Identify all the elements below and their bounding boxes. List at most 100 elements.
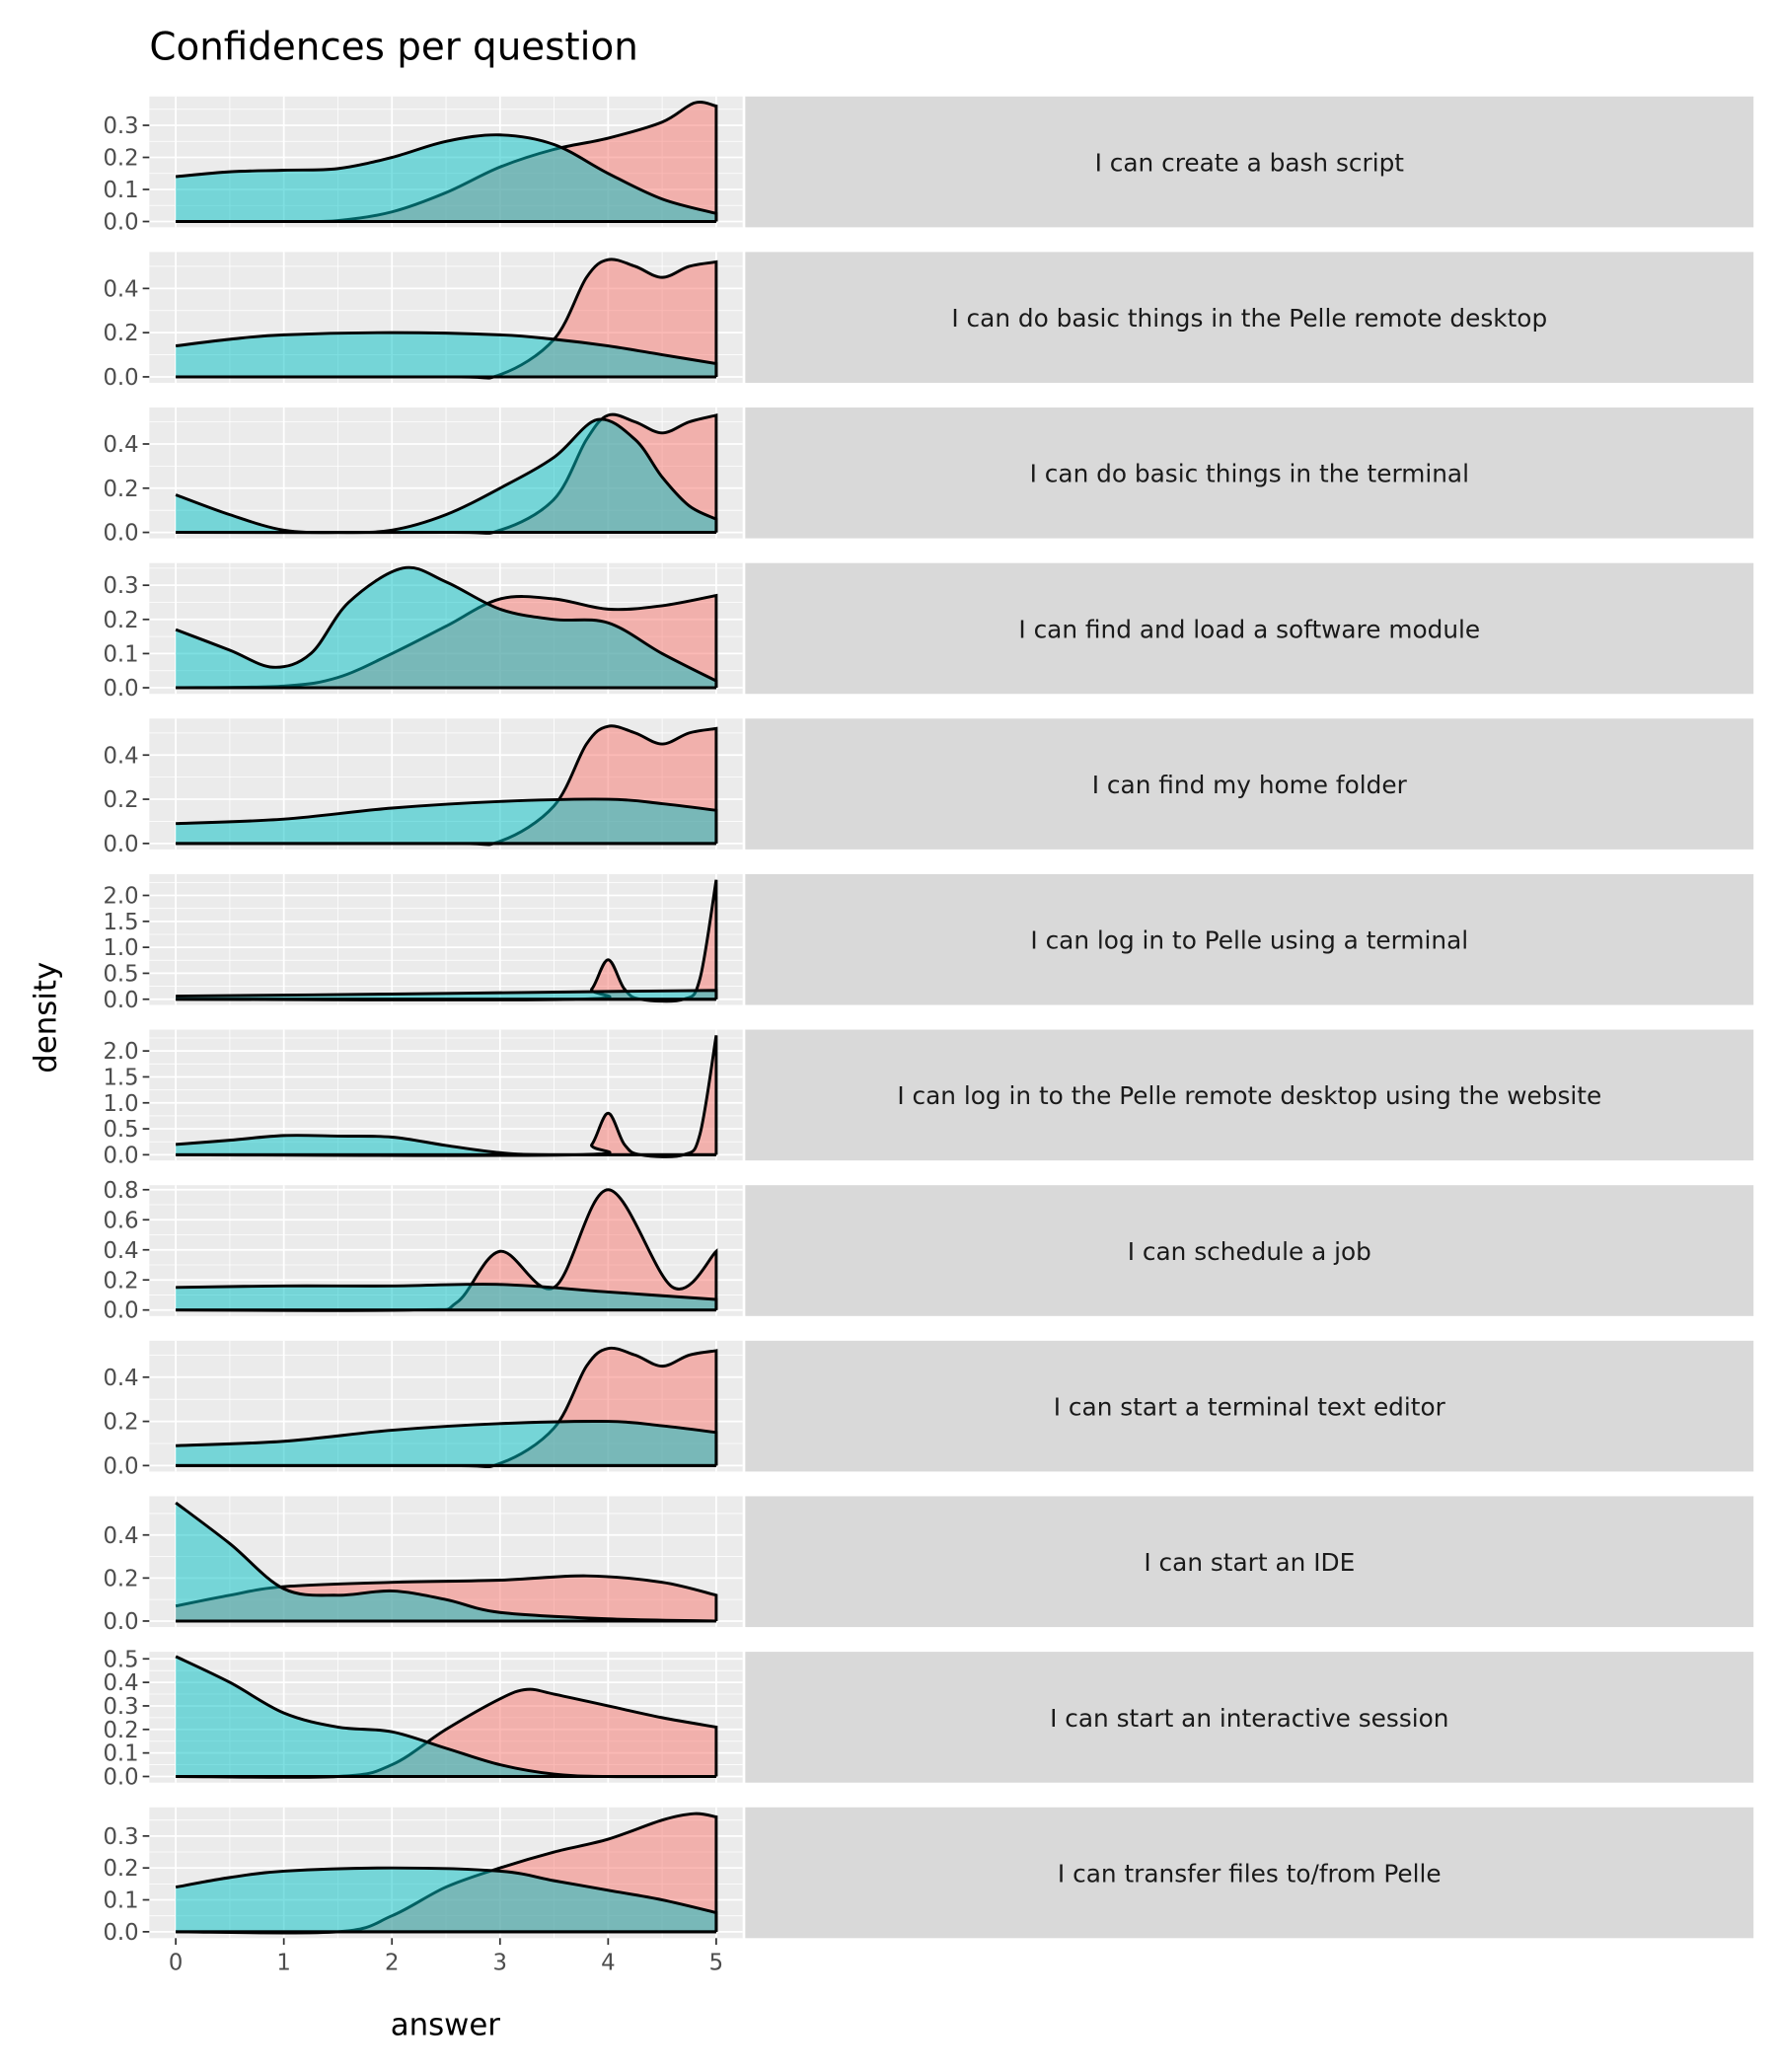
y-tick-label: 0.0 (103, 210, 138, 236)
y-tick-label: 0.5 (103, 1117, 138, 1143)
facet-strip (745, 718, 1754, 850)
x-tick-label: 3 (493, 1950, 507, 1975)
facet-panel: 0.00.10.20.30.40.5 I can start an interac… (103, 1647, 1754, 1791)
y-tick-label: 0.4 (103, 1238, 138, 1264)
y-tick-label: 1.5 (103, 910, 138, 935)
facet-panel: 0.0 0.2 0.4 I can do basic things in the Pe… (103, 252, 1754, 391)
density-line (176, 1420, 718, 1467)
y-tick-label: 1.0 (103, 935, 138, 961)
facet-strip-label: I can transfer files to/from Pelle (1058, 1859, 1442, 1887)
facet-strip-label: I can start an interactive session (1050, 1704, 1448, 1733)
y-tick-label: 0.4 (103, 276, 138, 302)
y-tick-label: 0.2 (103, 1856, 138, 1882)
x-axis: 0 1 2 3 4 5 (169, 1938, 723, 1975)
y-tick-label: 0.2 (103, 1566, 138, 1591)
facet-strip (745, 1496, 1754, 1628)
y-tick-label: 2.0 (103, 884, 138, 910)
density-area (176, 1868, 716, 1932)
density-line (175, 417, 718, 535)
y-tick-label: 0.4 (103, 743, 138, 769)
facet-strip (745, 1185, 1754, 1316)
facet-strip (745, 1029, 1754, 1161)
y-tick-label: 0.0 (103, 1920, 138, 1946)
y-tick-label: 0.2 (103, 787, 138, 813)
facet-panel: 0.0 0.2 0.4 0.6 0.8 I can schedule a job (103, 1178, 1754, 1324)
facet-strip-label: I can log in to Pelle using a terminal (1030, 926, 1468, 955)
facet-panel: 0.0 0.1 0.2 0.3 I can transfer files to/from… (103, 1807, 1754, 1946)
facet-strip-label: I can find and load a software module (1018, 615, 1480, 643)
density-line (175, 1655, 716, 1779)
y-tick-label: 0.2 (103, 1718, 138, 1743)
facet-strip-label: I can schedule a job (1128, 1237, 1371, 1266)
density-area (176, 1135, 716, 1155)
y-tick-label: 0.4 (103, 432, 138, 458)
facet-strip-label: I can create a bash script (1095, 148, 1405, 177)
y-tick-label: 0.0 (103, 521, 138, 547)
density-area (176, 1421, 716, 1466)
facet-panel: 0.0 0.1 0.2 0.3 I can create a bash script (103, 96, 1754, 236)
density-line (176, 1283, 718, 1312)
facet-strip (745, 407, 1754, 539)
x-tick-label: 5 (709, 1950, 723, 1975)
facet-panel: 0.00.51.01.52.0 I can log in to the Pelle… (103, 1029, 1754, 1168)
y-tick-label: 0.4 (103, 1366, 138, 1391)
density-area (176, 134, 716, 222)
y-tick-label: 0.5 (103, 1647, 138, 1672)
density-area (176, 418, 716, 533)
density-line (175, 565, 718, 690)
y-tick-label: 0.1 (103, 1888, 138, 1914)
density-line (176, 989, 718, 1001)
density-line (176, 797, 718, 846)
y-tick-label: 0.0 (103, 988, 138, 1013)
facet-strip-label: I can do basic things in the terminal (1030, 460, 1469, 488)
facet-strip (745, 873, 1754, 1005)
y-tick-label: 0.0 (103, 676, 138, 702)
x-tick-label: 0 (169, 1950, 183, 1975)
y-tick-label: 2.0 (103, 1039, 138, 1065)
x-tick-label: 4 (601, 1950, 615, 1975)
y-tick-label: 1.0 (103, 1091, 138, 1117)
density-area (176, 1656, 716, 1777)
facet-panel: 0.0 0.2 0.4 I can find my home folder (103, 718, 1754, 857)
y-tick-label: 0.2 (103, 146, 138, 172)
y-tick-label: 0.2 (103, 608, 138, 633)
facet-strip (745, 1340, 1754, 1472)
y-tick-label: 0.0 (103, 832, 138, 857)
y-tick-label: 0.4 (103, 1523, 138, 1549)
x-tick-label: 1 (276, 1950, 290, 1975)
density-area (176, 1189, 716, 1311)
density-line (175, 133, 718, 223)
y-tick-label: 0.0 (103, 365, 138, 391)
panels: 0.00.10.20.3I can create a bash script0.… (103, 96, 1754, 1946)
facet-panel: 0.0 0.2 0.4 I can start a terminal text edi… (103, 1340, 1754, 1479)
facet-strip (745, 252, 1754, 383)
y-tick-label: 0.0 (103, 1453, 138, 1479)
density-area (176, 798, 716, 844)
density-line (175, 1501, 716, 1623)
y-tick-label: 1.5 (103, 1065, 138, 1090)
y-tick-label: 0.3 (103, 113, 138, 139)
y-tick-label: 0.5 (103, 961, 138, 987)
y-tick-label: 0.2 (103, 477, 138, 502)
y-tick-label: 0.4 (103, 1670, 138, 1696)
facet-strip (745, 1807, 1754, 1939)
y-axis-title: density (28, 962, 63, 1073)
facet-panel: 0.0 0.2 0.4 I can start an IDE (103, 1496, 1754, 1635)
y-tick-label: 0.1 (103, 178, 138, 203)
facet-strip-label: I can start a terminal text editor (1054, 1393, 1446, 1422)
density-line (176, 1134, 716, 1157)
y-tick-label: 0.0 (103, 1298, 138, 1324)
x-tick-label: 2 (385, 1950, 399, 1975)
y-tick-label: 0.3 (103, 1694, 138, 1720)
density-line (175, 1866, 718, 1934)
y-tick-label: 0.0 (103, 1143, 138, 1168)
chart-title: Confidences per question (149, 25, 637, 69)
facet-panel: 0.0 0.2 0.4 I can do basic things in the te… (103, 407, 1754, 547)
y-tick-label: 0.0 (103, 1765, 138, 1791)
facet-strip (745, 562, 1754, 695)
y-tick-label: 0.2 (103, 321, 138, 346)
y-tick-label: 0.3 (103, 1824, 138, 1850)
facet-strip-label: I can do basic things in the Pelle remot… (951, 304, 1547, 333)
density-area (176, 1689, 716, 1778)
